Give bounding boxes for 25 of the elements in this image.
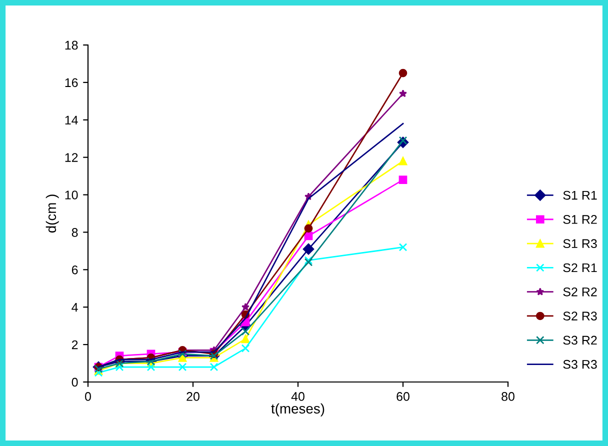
legend-label: S3 R2 [563,336,597,345]
y-tick-label: 8 [72,228,78,237]
legend-label: S2 R1 [563,263,597,272]
y-tick-label: 10 [65,190,78,200]
x-tick-label: 80 [502,392,514,401]
y-tick-label: 14 [65,116,78,124]
legend-label: S1 R2 [563,215,597,224]
x-tick-label: 20 [186,392,200,401]
y-tick-label: 6 [72,265,78,274]
legend-label: S2 R2 [563,287,597,296]
legend-label: S1 R1 [563,190,597,200]
legend-label: S2 R3 [563,312,597,320]
x-tick-label: 60 [396,392,410,401]
y-tick-label: 18 [65,40,78,50]
legend-label: S1 R3 [563,239,597,248]
x-axis-title: t(meses) [271,403,324,416]
y-axis-title: d(cm ) [46,194,59,233]
y-tick-label: 2 [72,340,78,350]
legend-label: S3 R3 [563,360,597,369]
x-tick-label: 40 [291,392,304,401]
x-tick-label: 0 [85,392,91,401]
y-tick-label: 4 [72,303,78,312]
y-tick-label: 16 [65,78,78,88]
y-tick-label: 0 [72,378,78,387]
y-tick-label: 12 [65,153,78,162]
